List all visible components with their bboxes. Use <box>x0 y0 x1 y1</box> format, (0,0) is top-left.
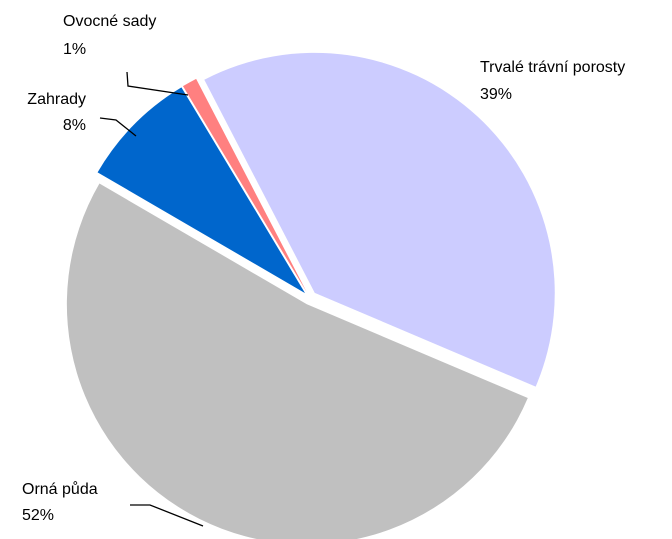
pie-slice <box>97 87 306 294</box>
slice-label: Zahrady <box>27 91 86 108</box>
slice-value-label: 8% <box>63 117 86 134</box>
leader-line <box>130 504 204 527</box>
pie-slice <box>66 183 528 539</box>
slice-value-label: 39% <box>480 86 512 103</box>
slice-label: Ovocné sady <box>63 13 156 30</box>
pie-slice <box>204 52 555 387</box>
slice-value-label: 52% <box>22 507 54 524</box>
slice-value-label: 1% <box>63 41 86 58</box>
leader-line <box>99 117 137 137</box>
slice-label: Orná půda <box>22 480 98 498</box>
pie-slice <box>182 78 307 292</box>
leader-line <box>126 71 189 96</box>
slice-label: Trvalé trávní porosty <box>480 59 625 76</box>
